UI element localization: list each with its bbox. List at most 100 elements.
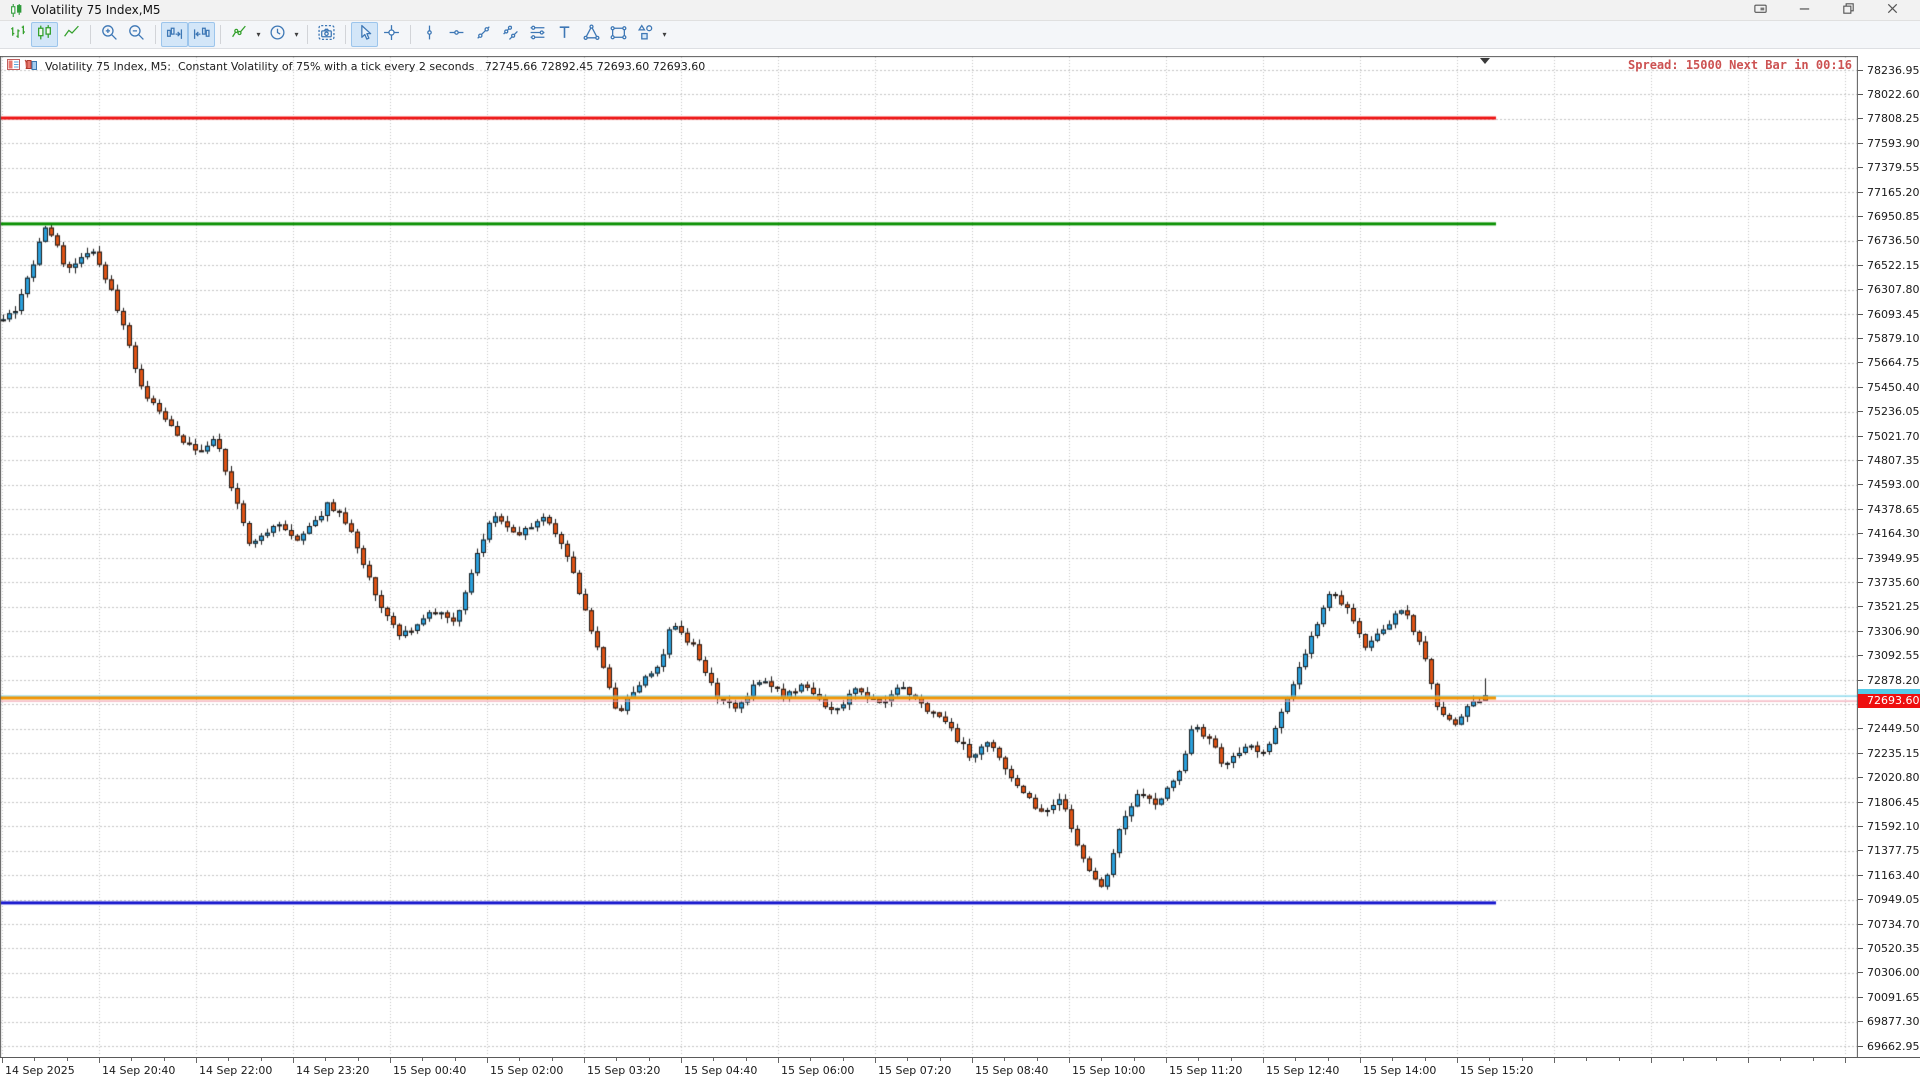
price-axis-label: 72020.80 — [1867, 771, 1920, 785]
channel-icon — [502, 24, 519, 45]
minimize-button[interactable] — [1782, 0, 1826, 20]
price-axis-tick — [1858, 923, 1863, 925]
chart-shift-icon — [193, 24, 210, 45]
price-axis-label: 70734.70 — [1867, 917, 1920, 931]
auto-scroll-icon — [166, 24, 183, 45]
vertical-line-button[interactable] — [416, 22, 443, 47]
price-axis-tick — [1858, 459, 1863, 461]
price-axis-tick — [1858, 972, 1863, 974]
dock-window-icon — [1753, 1, 1768, 20]
zoom-in-button[interactable] — [96, 22, 123, 47]
time-axis-label: 15 Sep 03:20 — [587, 1064, 661, 1077]
chart-region: Volatility 75 Index, M5: Constant Volati… — [0, 56, 1920, 1081]
time-axis[interactable]: 14 Sep 2025 14 Sep 20:40 14 Sep 22:00 14 Se… — [0, 1057, 1920, 1081]
time-axis-label: 15 Sep 12:40 — [1266, 1064, 1340, 1077]
time-axis-label: 15 Sep 00:40 — [393, 1064, 467, 1077]
price-chart-canvas[interactable] — [0, 56, 1858, 1057]
dropdown-caret-icon[interactable]: ▾ — [256, 30, 261, 39]
restore-button[interactable] — [1826, 0, 1870, 20]
crosshair-button[interactable] — [378, 22, 405, 47]
dropdown-caret-icon[interactable]: ▾ — [294, 30, 299, 39]
time-axis-tick — [1651, 1058, 1652, 1063]
price-axis-label: 77379.55 — [1867, 161, 1920, 175]
time-axis-tick — [616, 1058, 618, 1061]
auto-scroll-button[interactable] — [161, 22, 188, 47]
dock-window-button[interactable] — [1738, 0, 1782, 20]
screenshot-camera-button[interactable] — [313, 22, 340, 47]
shapes-button[interactable] — [632, 22, 659, 47]
price-axis-label: 73949.95 — [1867, 551, 1920, 565]
candlestick-chart-button[interactable] — [31, 22, 58, 47]
price-axis-tick — [1858, 947, 1863, 949]
price-axis-label: 76736.50 — [1867, 234, 1920, 248]
crosshair-icon — [383, 24, 400, 45]
text-label-button[interactable] — [551, 22, 578, 47]
one-click-trading-icon[interactable] — [7, 59, 20, 73]
candlestick-chart-icon — [36, 24, 53, 45]
zoom-in-icon — [101, 24, 118, 45]
periods-clock-icon — [269, 24, 286, 45]
bar-chart-button[interactable] — [4, 22, 31, 47]
time-axis-label: 14 Sep 20:40 — [102, 1064, 176, 1077]
indicators-button[interactable] — [226, 22, 253, 47]
chart-corner-icons[interactable] — [7, 59, 41, 73]
price-axis-label: 72878.20 — [1867, 673, 1920, 687]
price-axis-label: 73092.55 — [1867, 649, 1920, 663]
dropdown-caret-icon[interactable]: ▾ — [662, 30, 667, 39]
channel-button[interactable] — [497, 22, 524, 47]
time-axis-tick — [1004, 1058, 1006, 1061]
price-axis-label: 75879.10 — [1867, 331, 1920, 345]
time-axis-tick — [260, 1058, 262, 1061]
price-axis-label: 75664.75 — [1867, 356, 1920, 370]
time-axis-tick — [1133, 1058, 1135, 1061]
time-axis-tick — [681, 1058, 682, 1063]
bid-price-badge: 72693.60 — [1858, 694, 1920, 708]
price-axis-label: 75021.70 — [1867, 429, 1920, 443]
time-axis-tick — [1812, 1058, 1814, 1061]
price-axis[interactable]: 78236.95 78022.60 77808.25 77593.90 77379.55… — [1858, 56, 1920, 1057]
time-axis-tick — [1327, 1058, 1329, 1061]
time-axis-tick — [2, 1058, 3, 1063]
time-axis-label: 14 Sep 22:00 — [199, 1064, 273, 1077]
triangle-shape-icon — [583, 24, 600, 45]
candlestick-logo-icon — [10, 3, 23, 17]
time-axis-tick — [390, 1058, 391, 1063]
price-axis-label: 70091.65 — [1867, 990, 1920, 1004]
time-axis-tick — [1198, 1058, 1200, 1061]
time-axis-tick — [584, 1058, 585, 1063]
ohlc-info-text: Volatility 75 Index, M5: Constant Volati… — [45, 59, 706, 73]
price-axis-label: 71377.75 — [1867, 844, 1920, 858]
time-axis-label: 15 Sep 08:40 — [975, 1064, 1049, 1077]
price-axis-label: 73306.90 — [1867, 624, 1920, 638]
triangle-shape-button[interactable] — [578, 22, 605, 47]
rectangle-shape-button[interactable] — [605, 22, 632, 47]
price-axis-label: 74593.00 — [1867, 478, 1920, 492]
window-titlebar[interactable]: Volatility 75 Index,M5 — [0, 0, 1920, 21]
price-axis-tick — [1858, 581, 1863, 583]
zoom-out-button[interactable] — [123, 22, 150, 47]
toolbar-separator — [307, 25, 308, 44]
time-axis-tick — [1036, 1058, 1038, 1061]
fibonacci-icon — [529, 24, 546, 45]
minimize-icon — [1797, 1, 1812, 20]
time-axis-label: 15 Sep 07:20 — [878, 1064, 952, 1077]
trendline-button[interactable] — [470, 22, 497, 47]
cursor-button[interactable] — [351, 22, 378, 47]
price-axis-label: 74378.65 — [1867, 502, 1920, 516]
periods-clock-button[interactable] — [264, 22, 291, 47]
price-axis-label: 70306.00 — [1867, 966, 1920, 980]
shapes-icon — [637, 24, 654, 45]
fibonacci-button[interactable] — [524, 22, 551, 47]
screenshot-camera-icon — [318, 24, 335, 45]
price-axis-tick — [1858, 337, 1863, 339]
chart-shift-button[interactable] — [188, 22, 215, 47]
time-axis-label: 15 Sep 14:00 — [1363, 1064, 1437, 1077]
line-chart-button[interactable] — [58, 22, 85, 47]
depth-of-market-icon[interactable] — [23, 59, 38, 73]
price-axis-tick — [1858, 1045, 1863, 1047]
toolbar-separator — [410, 25, 411, 44]
close-button[interactable] — [1870, 0, 1914, 20]
price-axis-tick — [1858, 435, 1863, 437]
horizontal-line-button[interactable] — [443, 22, 470, 47]
price-axis-tick — [1858, 850, 1863, 852]
